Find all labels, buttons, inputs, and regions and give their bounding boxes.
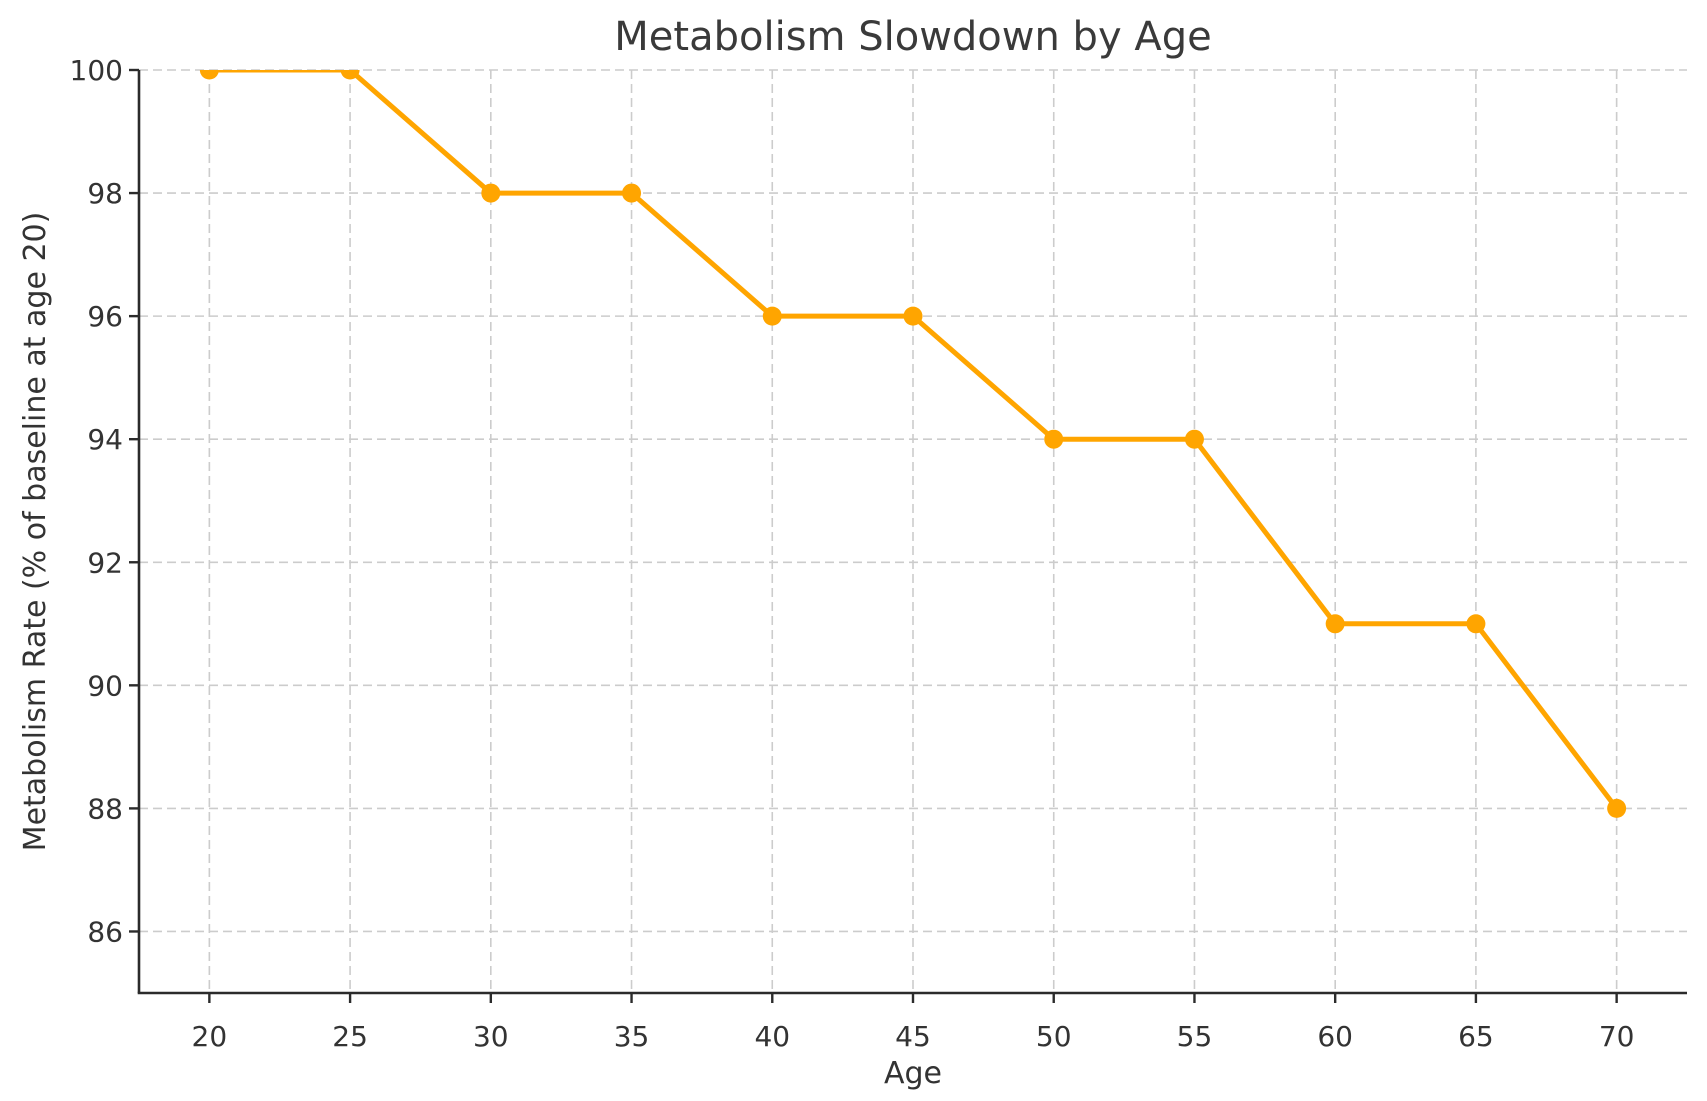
tick-label-layer: 20 25 30 35 40 45 50 55 60 65 70 86 88 90 92 94 96 98 100 [70,54,1635,1053]
grid-layer [139,69,1687,993]
y-tick-label: 86 [87,915,123,948]
x-tick-label: 30 [473,1020,509,1053]
y-tick-label: 92 [87,546,123,579]
x-tick-label: 50 [1036,1020,1072,1053]
x-tick-label: 65 [1458,1020,1494,1053]
x-axis-label: Age [884,1056,942,1091]
x-tick-label: 55 [1177,1020,1213,1053]
x-tick-label: 35 [614,1020,650,1053]
x-tick-label: 25 [332,1020,368,1053]
data-point-marker [903,306,923,326]
data-point-marker [622,183,642,203]
data-point-marker [1466,614,1486,634]
data-point-marker [481,183,501,203]
x-tick-label: 70 [1599,1020,1635,1053]
series-layer [199,70,1627,818]
data-point-marker [340,70,360,80]
y-tick-label: 98 [87,177,123,210]
y-tick-label: 90 [87,669,123,702]
chart-title: Metabolism Slowdown by Age [614,14,1211,60]
data-point-marker [762,306,782,326]
y-tick-label: 94 [87,423,123,456]
x-tick-label: 45 [895,1020,931,1053]
x-tick-label: 40 [754,1020,790,1053]
x-tick-label: 60 [1317,1020,1353,1053]
y-tick-label: 96 [87,300,123,333]
y-axis-label: Metabolism Rate (% of baseline at age 20… [18,212,53,852]
data-point-marker [1184,429,1204,449]
y-tick-label: 88 [87,792,123,825]
data-point-marker [1607,798,1627,818]
x-tick-label: 20 [192,1020,228,1053]
y-tick-label: 100 [70,54,123,87]
axis-layer [129,68,1687,1003]
data-point-marker [199,70,219,80]
data-point-marker [1325,614,1345,634]
data-point-marker [1044,429,1064,449]
